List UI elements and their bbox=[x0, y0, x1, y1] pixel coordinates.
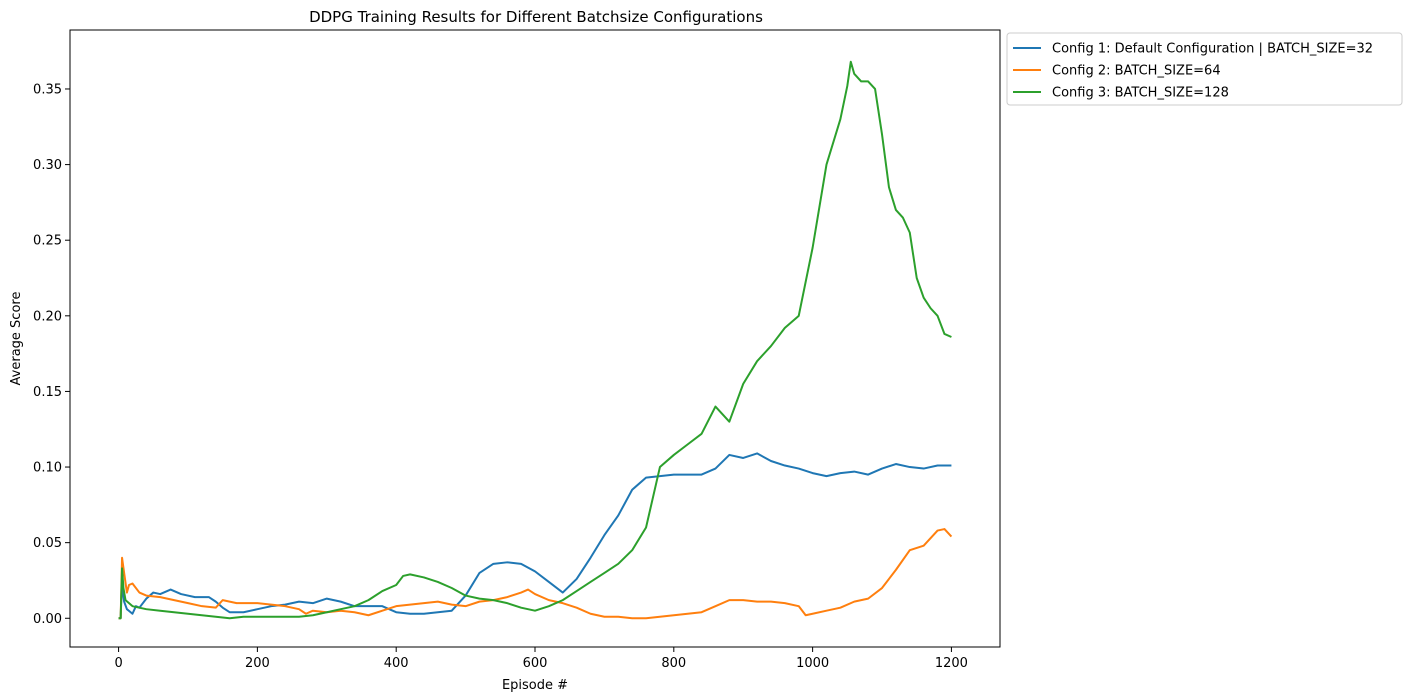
chart-title: DDPG Training Results for Different Batc… bbox=[309, 8, 763, 26]
y-tick-label: 0.00 bbox=[33, 612, 62, 627]
legend-label-2: Config 2: BATCH_SIZE=64 bbox=[1052, 64, 1221, 79]
plot-frame bbox=[69, 29, 1001, 648]
plot-lines bbox=[118, 60, 953, 620]
y-tick-label: 0.25 bbox=[33, 234, 62, 249]
x-tick-label: 600 bbox=[523, 656, 548, 671]
y-tick-label: 0.30 bbox=[33, 158, 62, 173]
x-tick-label: 1000 bbox=[796, 656, 829, 671]
x-axis-label: Episode # bbox=[502, 678, 568, 693]
x-tick-label: 0 bbox=[114, 656, 122, 671]
series-line-2 bbox=[118, 528, 953, 620]
legend: Config 1: Default Configuration | BATCH_… bbox=[1006, 32, 1403, 106]
x-tick-label: 800 bbox=[661, 656, 686, 671]
y-tick-label: 0.35 bbox=[33, 82, 62, 97]
x-tick-label: 200 bbox=[245, 656, 270, 671]
x-axis: 0 200 400 600 800 1000 1200 bbox=[114, 647, 968, 671]
y-axis-label: Average Score bbox=[9, 292, 24, 386]
legend-label-1: Config 1: Default Configuration | BATCH_… bbox=[1052, 42, 1373, 57]
y-tick-label: 0.15 bbox=[33, 385, 62, 400]
y-axis: 0.00 0.05 0.10 0.15 0.20 0.25 0.30 0.35 bbox=[33, 82, 70, 627]
x-tick-label: 1200 bbox=[935, 656, 968, 671]
series-line-3 bbox=[118, 60, 952, 620]
y-tick-label: 0.10 bbox=[33, 461, 62, 476]
y-tick-label: 0.20 bbox=[33, 309, 62, 324]
x-tick-label: 400 bbox=[384, 656, 409, 671]
legend-box bbox=[1006, 32, 1403, 106]
legend-label-3: Config 3: BATCH_SIZE=128 bbox=[1052, 86, 1229, 101]
y-tick-label: 0.05 bbox=[33, 536, 62, 551]
